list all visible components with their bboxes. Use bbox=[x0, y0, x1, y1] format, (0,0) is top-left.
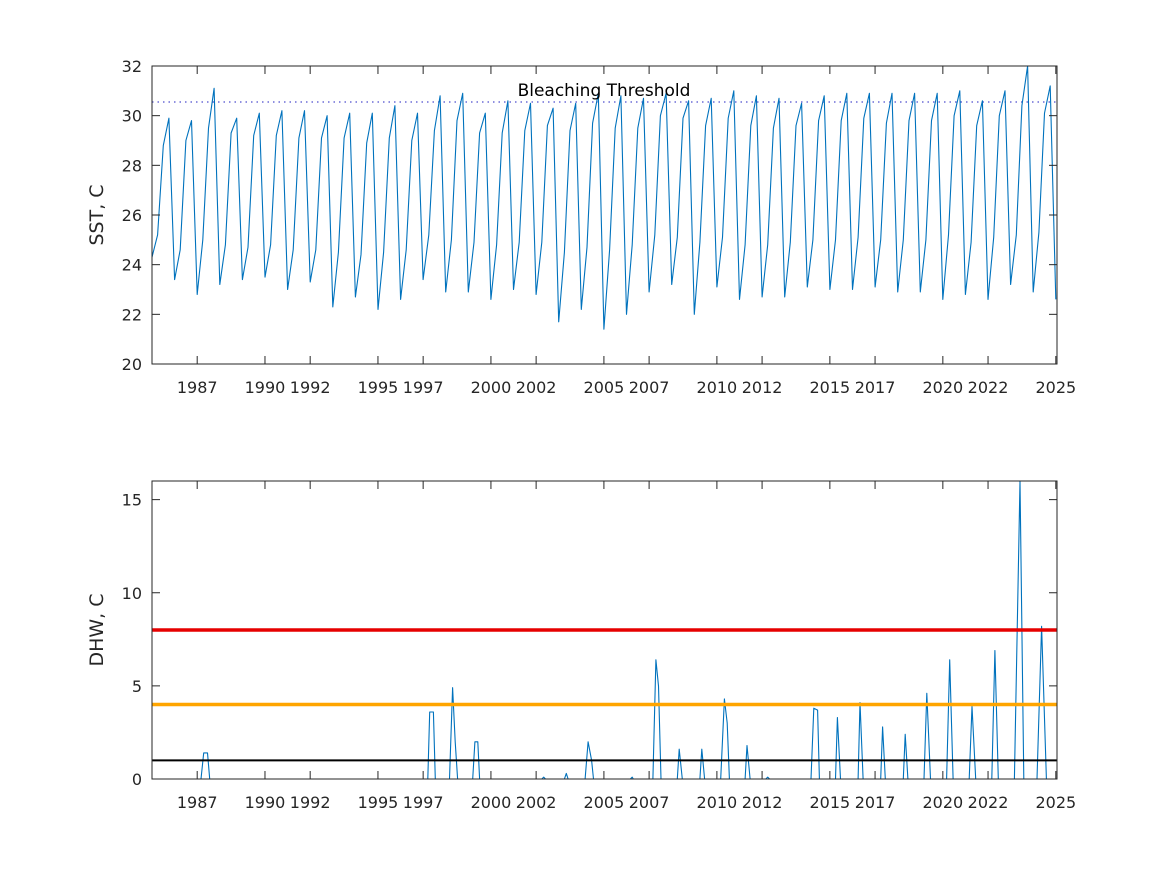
dhw-x-tick-label: 1990 bbox=[245, 793, 286, 812]
dhw-x-tick-label: 2025 bbox=[1035, 793, 1076, 812]
sst-y-tick-label: 26 bbox=[122, 206, 142, 225]
dhw-x-tick-label: 2010 bbox=[697, 793, 738, 812]
dhw-x-tick-label: 2002 bbox=[516, 793, 557, 812]
dhw-axes-box bbox=[151, 480, 1058, 780]
dhw-y-tick-label: 15 bbox=[122, 491, 142, 510]
dhw-y-tick-label: 0 bbox=[132, 770, 142, 789]
sst-x-tick-label: 2010 bbox=[697, 378, 738, 397]
dhw-x-tick-label: 2012 bbox=[742, 793, 783, 812]
sst-series-line bbox=[151, 65, 1057, 330]
sst-x-tick-label: 1995 bbox=[358, 378, 399, 397]
sst-x-tick-label: 2017 bbox=[855, 378, 896, 397]
dhw-x-tick-label: 2005 bbox=[584, 793, 625, 812]
dhw-x-tick-label: 1987 bbox=[177, 793, 218, 812]
dhw-x-ticks: 1987 1990 1992 1995 1997 2000 2002 2005 2007 2010… bbox=[177, 481, 1076, 812]
sst-x-ticks: 1987 1990 1992 1995 1997 2000 2002 2005 2007 2010… bbox=[177, 66, 1076, 397]
sst-y-tick-label: 24 bbox=[122, 256, 142, 275]
dhw-series-group bbox=[152, 480, 1057, 780]
sst-x-tick-label: 2020 bbox=[922, 378, 963, 397]
dhw-y-axis-label: DHW, C bbox=[86, 593, 108, 666]
sst-x-tick-label: 2005 bbox=[584, 378, 625, 397]
sst-y-tick-label: 30 bbox=[122, 107, 142, 126]
sst-y-tick-label: 32 bbox=[122, 57, 142, 76]
sst-x-tick-label: 1992 bbox=[290, 378, 331, 397]
sst-x-tick-label: 2025 bbox=[1035, 378, 1076, 397]
sst-y-tick-label: 20 bbox=[122, 355, 142, 374]
sst-x-tick-label: 2022 bbox=[968, 378, 1009, 397]
sst-x-tick-label: 2000 bbox=[471, 378, 512, 397]
dhw-x-tick-label: 2000 bbox=[471, 793, 512, 812]
dhw-reference-lines bbox=[152, 628, 1057, 762]
sst-y-ticks: 20 22 24 26 28 30 32 bbox=[122, 57, 1057, 374]
sst-x-tick-label: 1997 bbox=[403, 378, 444, 397]
sst-series-group bbox=[151, 65, 1057, 330]
sst-y-tick-label: 22 bbox=[122, 305, 142, 324]
sst-x-tick-label: 1990 bbox=[245, 378, 286, 397]
bleaching-threshold-label: Bleaching Threshold bbox=[518, 81, 691, 101]
sst-x-tick-label: 2007 bbox=[629, 378, 670, 397]
sst-x-tick-label: 1987 bbox=[177, 378, 218, 397]
dhw-series-line bbox=[152, 480, 1057, 780]
sst-x-tick-label: 2015 bbox=[810, 378, 851, 397]
sst-x-tick-label: 2002 bbox=[516, 378, 557, 397]
sst-x-tick-label: 2012 bbox=[742, 378, 783, 397]
sst-y-axis-label: SST, C bbox=[86, 184, 108, 245]
dhw-x-tick-label: 2022 bbox=[968, 793, 1009, 812]
sst-y-tick-label: 28 bbox=[122, 156, 142, 175]
dhw-y-tick-label: 5 bbox=[132, 677, 142, 696]
dhw-x-tick-label: 2017 bbox=[855, 793, 896, 812]
dhw-y-ticks: 0 5 10 15 bbox=[122, 491, 1057, 789]
dhw-x-tick-label: 2007 bbox=[629, 793, 670, 812]
dhw-x-tick-label: 1997 bbox=[403, 793, 444, 812]
dhw-x-tick-label: 1995 bbox=[358, 793, 399, 812]
dhw-y-tick-label: 10 bbox=[122, 584, 142, 603]
dhw-x-tick-label: 2020 bbox=[922, 793, 963, 812]
dhw-x-tick-label: 2015 bbox=[810, 793, 851, 812]
dhw-x-tick-label: 1992 bbox=[290, 793, 331, 812]
